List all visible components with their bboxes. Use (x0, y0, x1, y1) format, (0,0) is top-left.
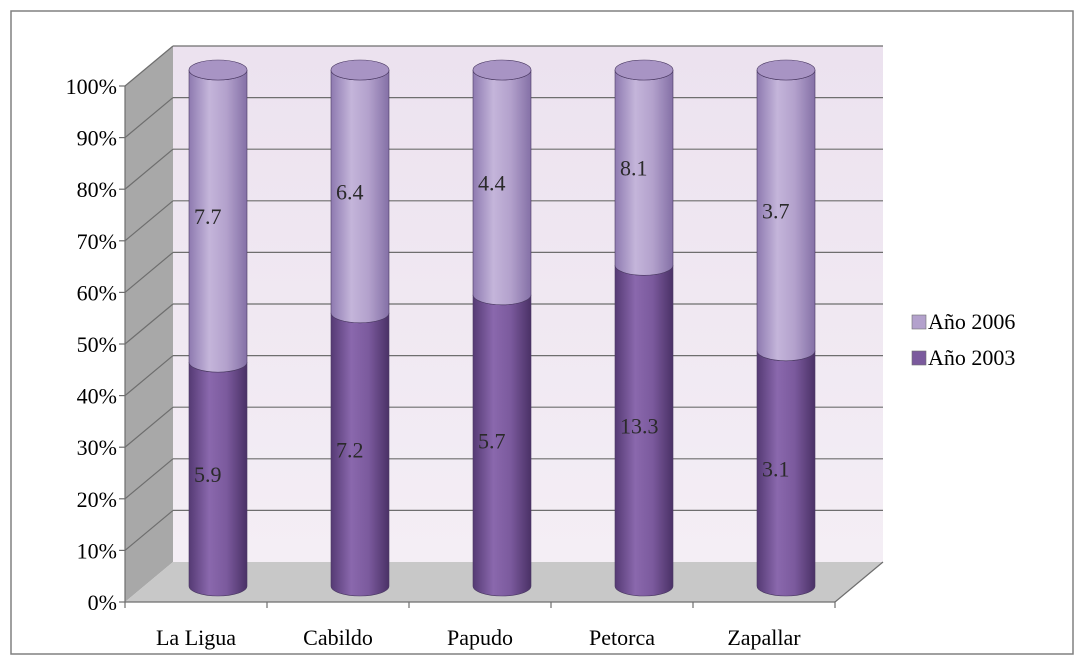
gridline-diagonal (124, 458, 174, 500)
y-tick-label: 40% (77, 384, 117, 409)
bar-top-cap (330, 59, 390, 81)
bar-top-cap (756, 59, 816, 81)
gridline-diagonal (124, 251, 174, 293)
y-tick-label: 70% (77, 229, 117, 254)
legend-swatch (911, 314, 927, 330)
x-category-label: Zapallar (727, 625, 801, 650)
y-tick-label: 0% (88, 590, 117, 615)
gridline-diagonal (124, 303, 174, 345)
y-tick-label: 80% (77, 177, 117, 202)
gridline-diagonal (124, 200, 174, 242)
data-label: 13.3 (620, 414, 659, 439)
x-category-label: La Ligua (156, 625, 236, 650)
axes: 0% 10% 20% 30% 40% 50% 60% 70% 80% 90% 100% La Ligu… (66, 74, 884, 650)
gridline-diagonal (124, 148, 174, 190)
gridline-diagonal (124, 509, 174, 551)
y-tick-label: 50% (77, 332, 117, 357)
legend: Año 2006 Año 2003 (911, 309, 1015, 370)
gridline-diagonal (124, 355, 174, 397)
y-tick-label: 10% (77, 538, 117, 563)
data-label: 5.7 (478, 428, 506, 453)
gridline-diagonal (124, 45, 174, 87)
bar-top-cap (188, 59, 248, 81)
legend-swatch (911, 350, 927, 366)
gridline-diagonal (124, 406, 174, 448)
data-label: 3.7 (762, 198, 790, 223)
y-tick-label: 30% (77, 435, 117, 460)
x-category-label: Petorca (589, 625, 655, 650)
data-label: 3.1 (762, 456, 790, 481)
x-category-label: Cabildo (303, 625, 373, 650)
data-label: 4.4 (478, 170, 506, 195)
y-tick-label: 60% (77, 280, 117, 305)
data-label: 7.2 (336, 437, 364, 462)
data-label: 8.1 (620, 156, 648, 181)
gridline-diagonal (124, 97, 174, 139)
data-label: 6.4 (336, 179, 364, 204)
y-tick-label: 20% (77, 487, 117, 512)
x-category-label: Papudo (447, 625, 513, 650)
y-tick-label: 100% (66, 74, 117, 99)
floor-edge (834, 561, 884, 603)
data-label: 5.9 (194, 462, 222, 487)
legend-label: Año 2006 (928, 309, 1015, 334)
legend-label: Año 2003 (928, 345, 1015, 370)
bar-top-cap (472, 59, 532, 81)
bars (188, 59, 816, 597)
bar-top-cap (614, 59, 674, 81)
data-labels: 5.9 7.7 7.2 6.4 5.7 4.4 13.3 8.1 3.1 3.7 (194, 156, 790, 487)
data-label: 7.7 (194, 204, 222, 229)
y-tick-label: 90% (77, 126, 117, 151)
